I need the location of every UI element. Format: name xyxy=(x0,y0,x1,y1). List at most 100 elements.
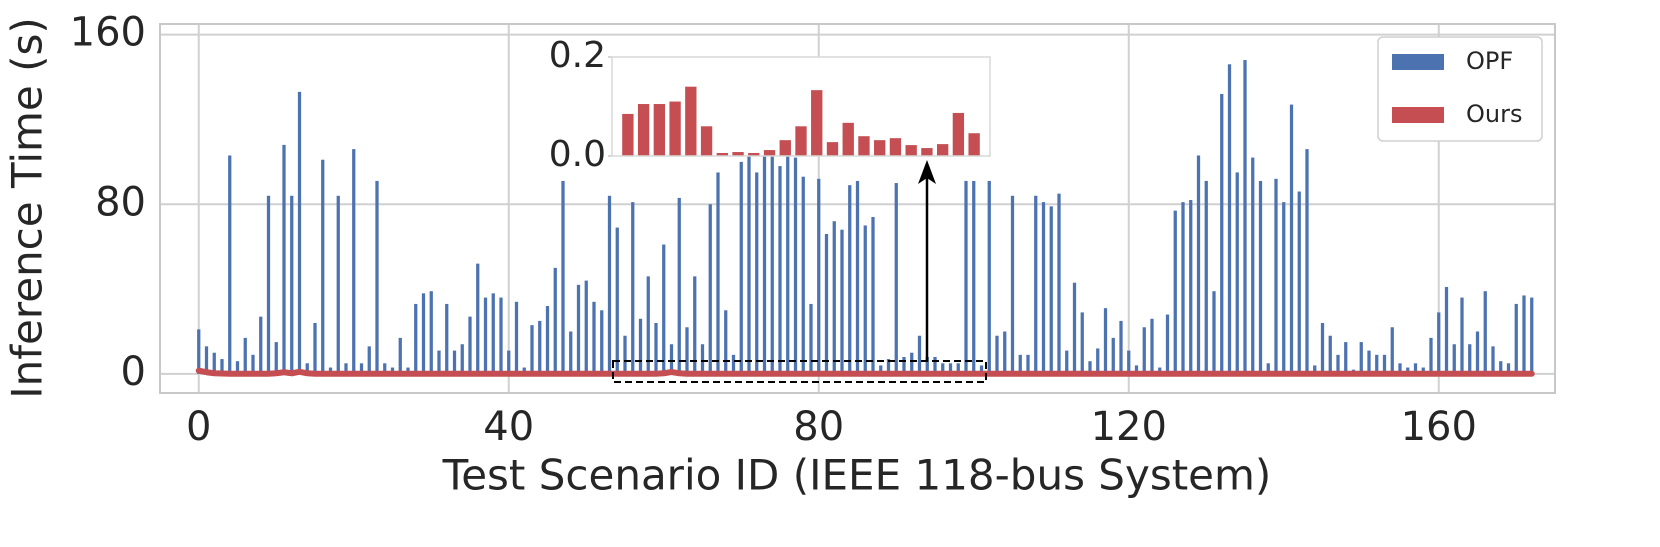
bar xyxy=(1344,342,1348,374)
bar xyxy=(1049,206,1053,374)
inset-frame xyxy=(611,56,991,157)
inset-y-tick-label: 0.2 xyxy=(549,35,606,76)
bar xyxy=(1243,60,1247,374)
bar xyxy=(1150,318,1154,374)
bar xyxy=(979,365,984,374)
bar xyxy=(251,354,255,374)
inset-bar xyxy=(858,136,870,156)
bar xyxy=(429,291,433,374)
bar xyxy=(1057,193,1061,374)
bar xyxy=(716,172,720,374)
bar xyxy=(669,344,674,374)
bar xyxy=(1026,354,1030,374)
inset-bar xyxy=(622,113,634,156)
inset-bar xyxy=(936,144,949,156)
bar xyxy=(871,216,875,374)
inset-bar xyxy=(905,145,917,156)
bar xyxy=(724,310,728,374)
bar xyxy=(1189,200,1193,374)
bar xyxy=(863,225,867,374)
inset-bar xyxy=(685,86,697,156)
bar xyxy=(228,155,232,374)
bar xyxy=(1413,363,1418,374)
bar xyxy=(235,361,240,374)
bar xyxy=(654,323,658,374)
bar xyxy=(545,306,550,374)
bar xyxy=(1010,195,1015,374)
bar xyxy=(933,356,937,374)
bar xyxy=(770,151,774,374)
bar xyxy=(685,327,689,374)
bar xyxy=(414,303,418,374)
bar xyxy=(305,363,309,374)
bar xyxy=(956,363,960,374)
bar xyxy=(941,363,945,374)
bar xyxy=(321,159,325,374)
bar xyxy=(584,280,588,374)
bar xyxy=(297,91,302,374)
bar xyxy=(336,195,340,374)
bar xyxy=(662,244,666,374)
bar xyxy=(437,350,441,374)
bar xyxy=(576,284,581,374)
bar xyxy=(561,180,565,374)
bar xyxy=(491,293,495,374)
bar xyxy=(1483,291,1487,374)
inset-bar xyxy=(748,153,760,156)
bar xyxy=(801,176,805,374)
legend: OPF Ours xyxy=(1377,36,1543,142)
bar xyxy=(445,303,449,374)
bar xyxy=(1390,327,1394,374)
bar xyxy=(925,356,929,374)
bar xyxy=(917,335,922,374)
bar xyxy=(1258,180,1263,374)
legend-label: Ours xyxy=(1466,100,1522,128)
bar xyxy=(1034,195,1038,374)
bar xyxy=(1018,354,1022,374)
inset-bar xyxy=(874,140,886,156)
inset-bar xyxy=(795,126,807,156)
legend-swatch xyxy=(1392,107,1444,123)
x-tick-label: 40 xyxy=(483,404,534,450)
bar xyxy=(197,329,201,374)
bar xyxy=(359,363,364,374)
bar xyxy=(638,318,643,374)
bar xyxy=(483,297,488,374)
bar xyxy=(848,185,852,374)
bar xyxy=(1003,331,1007,374)
bar xyxy=(894,183,898,374)
bar xyxy=(367,346,371,374)
bar xyxy=(755,172,759,374)
bar xyxy=(731,354,736,374)
line xyxy=(195,367,1535,377)
bar xyxy=(553,267,557,374)
bar xyxy=(1382,354,1387,374)
bar xyxy=(1328,335,1332,374)
bar xyxy=(468,316,472,374)
bar xyxy=(1444,286,1449,374)
inset-bar xyxy=(826,142,839,156)
bar xyxy=(1142,327,1146,374)
bar xyxy=(817,178,821,374)
inset-bar xyxy=(700,126,713,156)
bar xyxy=(824,233,829,374)
bar xyxy=(1072,282,1077,374)
bar xyxy=(1088,361,1092,374)
bar xyxy=(514,301,519,374)
bar xyxy=(972,180,976,374)
bar xyxy=(1452,344,1456,374)
bar xyxy=(607,195,612,374)
bar xyxy=(623,335,627,374)
bar xyxy=(1522,295,1526,374)
inset-bar xyxy=(779,140,791,156)
bar xyxy=(1429,337,1433,374)
bar xyxy=(344,363,348,374)
bar xyxy=(1196,155,1201,374)
bar xyxy=(708,204,712,374)
bar xyxy=(793,157,798,374)
bar xyxy=(1134,365,1139,374)
bar xyxy=(1080,312,1084,374)
bar xyxy=(631,202,635,374)
bar xyxy=(259,316,263,374)
bar xyxy=(421,293,426,374)
